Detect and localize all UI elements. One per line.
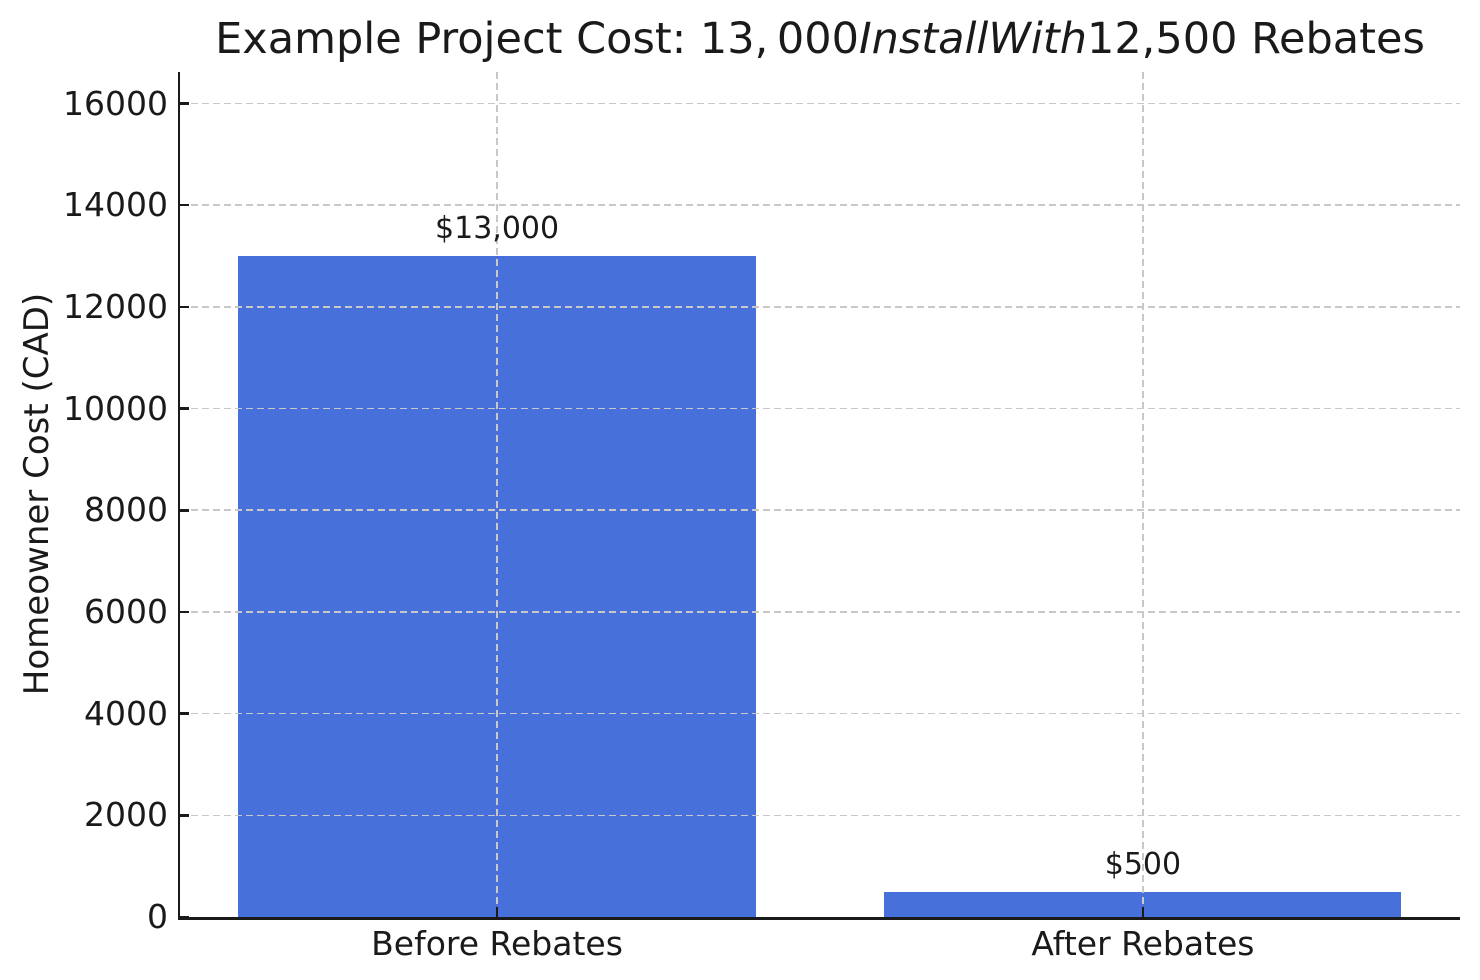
y-tick-label: 16000	[63, 83, 168, 123]
y-tick-label: 14000	[63, 185, 168, 225]
y-tick-label: 0	[147, 897, 168, 936]
chart-title-part: 12,500 Rebates	[1086, 14, 1425, 64]
x-tick-label: Before Rebates	[371, 924, 623, 963]
y-gridline	[180, 102, 1460, 105]
y-gridline	[180, 407, 1460, 410]
y-gridline	[180, 204, 1460, 206]
y-tick-label: 12000	[63, 286, 168, 326]
y-gridline	[180, 306, 1460, 308]
y-gridline	[180, 712, 1460, 715]
y-tick-mark	[180, 509, 189, 512]
y-tick-label: 4000	[84, 693, 168, 733]
bar-value-label: $13,000	[435, 211, 560, 247]
y-tick-mark	[180, 814, 189, 817]
y-tick-mark	[180, 305, 189, 309]
y-tick-label: 6000	[84, 591, 168, 631]
x-gridline	[1142, 72, 1144, 917]
chart-title-part: Example Project Cost: 13, 000	[215, 14, 859, 64]
x-tick-label: After Rebates	[1031, 924, 1255, 963]
x-axis-spine	[177, 917, 1460, 920]
chart-title-part-italic: InstallWith	[858, 14, 1087, 64]
y-gridline	[180, 509, 1460, 512]
y-axis-spine	[177, 72, 180, 920]
y-gridline	[180, 611, 1460, 613]
x-gridline	[496, 72, 498, 917]
chart-title: Example Project Cost: 13, 000InstallWith…	[180, 13, 1460, 65]
y-tick-mark	[180, 102, 189, 105]
y-tick-label: 2000	[84, 795, 168, 835]
y-tick-mark	[180, 203, 189, 207]
plot-area	[177, 72, 1460, 920]
y-tick-mark	[180, 712, 189, 715]
bar-value-label: $500	[1104, 846, 1182, 882]
y-gridline	[180, 814, 1460, 817]
x-tick-mark	[1141, 907, 1145, 917]
y-tick-mark	[180, 407, 189, 410]
y-tick-mark	[180, 610, 189, 614]
y-tick-label: 10000	[63, 388, 168, 428]
y-tick-label: 8000	[84, 490, 168, 530]
x-tick-mark	[495, 907, 499, 917]
